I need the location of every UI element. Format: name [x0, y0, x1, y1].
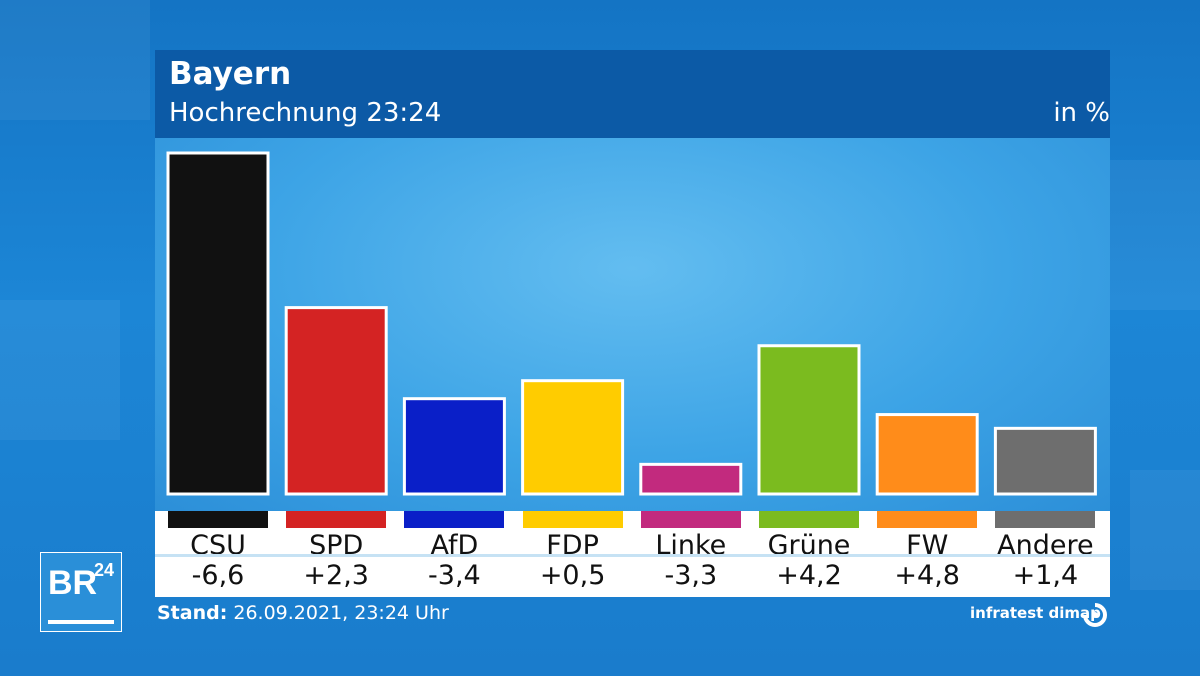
color-strip: [522, 511, 623, 528]
color-strip: [404, 511, 505, 528]
background-tile: [1110, 160, 1200, 310]
change-value: -3,3: [664, 560, 718, 591]
change-value: +0,5: [539, 560, 606, 591]
plot-area: [155, 138, 1110, 511]
bar-spd: [284, 306, 388, 496]
chart-panel: Bayern Hochrechnung 23:24 in % CSU SPD AfD…: [155, 50, 1110, 597]
background-tile: [0, 0, 150, 120]
color-strip: [877, 511, 978, 528]
logo-superscript: 24: [94, 560, 114, 580]
background-tile: [1130, 470, 1200, 590]
change-value: +2,3: [303, 560, 369, 591]
infratest-dimap-icon: [1083, 603, 1107, 627]
stand-value: 26.09.2021, 23:24 Uhr: [233, 602, 449, 624]
bar-andere: [993, 426, 1097, 496]
chart-subtitle: Hochrechnung 23:24: [169, 98, 442, 128]
chart-title: Bayern: [169, 56, 292, 92]
change-value: +1,4: [1012, 560, 1079, 591]
chart-header: Bayern Hochrechnung 23:24 in %: [155, 50, 1110, 138]
color-strip: [995, 511, 1096, 528]
change-value: +4,8: [894, 560, 960, 591]
color-strip: [168, 511, 268, 528]
logo-text: BR: [48, 564, 97, 602]
party-name-row: CSU SPD AfD FDP Linke Grüne FW Andere: [155, 511, 1110, 561]
change-value: +4,2: [776, 560, 842, 591]
bar-afd: [402, 397, 506, 496]
change-row: -6,6 +2,3 -3,4 +0,5 -3,3 +4,2 +4,8 +1,4: [155, 557, 1110, 597]
br24-logo: BR 24: [40, 552, 122, 632]
color-strip: [640, 511, 741, 528]
bar-csu: [166, 151, 270, 496]
unit-label: in %: [1053, 98, 1110, 128]
stand-label: Stand:: [157, 602, 228, 624]
bar-fdp: [521, 379, 625, 496]
background-tile: [0, 300, 120, 440]
change-value: -6,6: [191, 560, 245, 591]
bar-fw: [875, 413, 979, 496]
source-label: infratest dimap: [970, 604, 1101, 622]
footer-stand: Stand: 26.09.2021, 23:24 Uhr: [157, 602, 449, 624]
change-value: -3,4: [428, 560, 481, 591]
color-strip: [286, 511, 387, 528]
bar-chart: [166, 151, 1097, 496]
bar-grüne: [757, 344, 861, 496]
color-strip: [759, 511, 859, 528]
bar-linke: [639, 462, 743, 496]
